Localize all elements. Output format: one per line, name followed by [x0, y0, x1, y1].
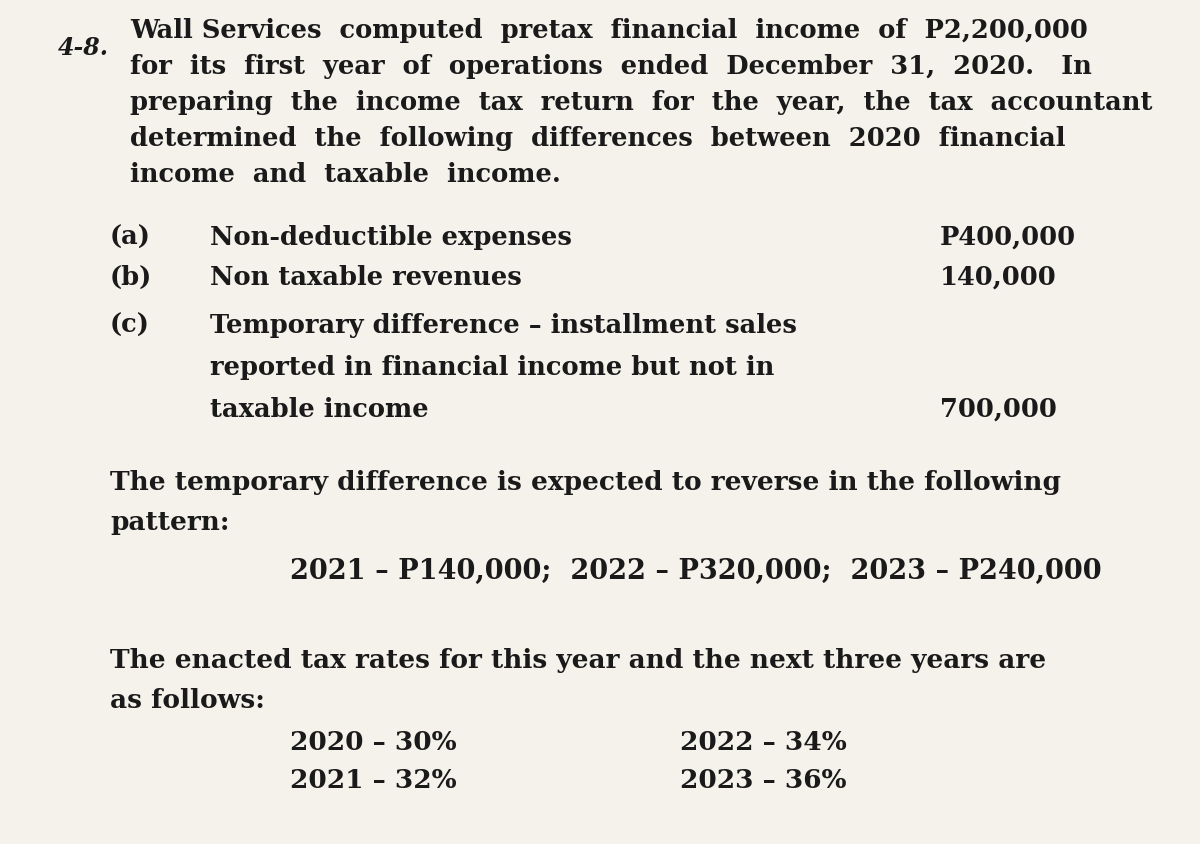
Text: 2020 – 30%: 2020 – 30% — [290, 729, 457, 754]
Text: 2021 – P140,000;  2022 – P320,000;  2023 – P240,000: 2021 – P140,000; 2022 – P320,000; 2023 –… — [290, 557, 1102, 584]
Text: preparing  the  income  tax  return  for  the  year,  the  tax  accountant: preparing the income tax return for the … — [130, 90, 1152, 115]
Text: 2022 – 34%: 2022 – 34% — [680, 729, 847, 754]
Text: income  and  taxable  income.: income and taxable income. — [130, 162, 560, 187]
Text: as follows:: as follows: — [110, 687, 265, 712]
Text: reported in financial income but not in: reported in financial income but not in — [210, 354, 774, 380]
Text: determined  the  following  differences  between  2020  financial: determined the following differences bet… — [130, 126, 1066, 151]
Text: P400,000: P400,000 — [940, 225, 1076, 250]
Text: Temporary difference – installment sales: Temporary difference – installment sales — [210, 312, 797, 338]
Text: The temporary difference is expected to reverse in the following: The temporary difference is expected to … — [110, 469, 1061, 495]
Text: 2021 – 32%: 2021 – 32% — [290, 767, 457, 792]
Text: for  its  first  year  of  operations  ended  December  31,  2020.   In: for its first year of operations ended D… — [130, 54, 1092, 78]
Text: 700,000: 700,000 — [940, 397, 1057, 421]
Text: (b): (b) — [110, 265, 152, 289]
Text: The enacted tax rates for this year and the next three years are: The enacted tax rates for this year and … — [110, 647, 1046, 672]
Text: 140,000: 140,000 — [940, 265, 1057, 289]
Text: Non taxable revenues: Non taxable revenues — [210, 265, 522, 289]
Text: pattern:: pattern: — [110, 510, 229, 534]
Text: (a): (a) — [110, 225, 151, 250]
Text: taxable income: taxable income — [210, 397, 428, 421]
Text: Wall Services  computed  pretax  financial  income  of  P2,200,000: Wall Services computed pretax financial … — [130, 18, 1088, 43]
Text: 4-8.: 4-8. — [58, 36, 109, 60]
Text: 2023 – 36%: 2023 – 36% — [680, 767, 846, 792]
Text: (c): (c) — [110, 312, 150, 338]
Text: Non-deductible expenses: Non-deductible expenses — [210, 225, 572, 250]
